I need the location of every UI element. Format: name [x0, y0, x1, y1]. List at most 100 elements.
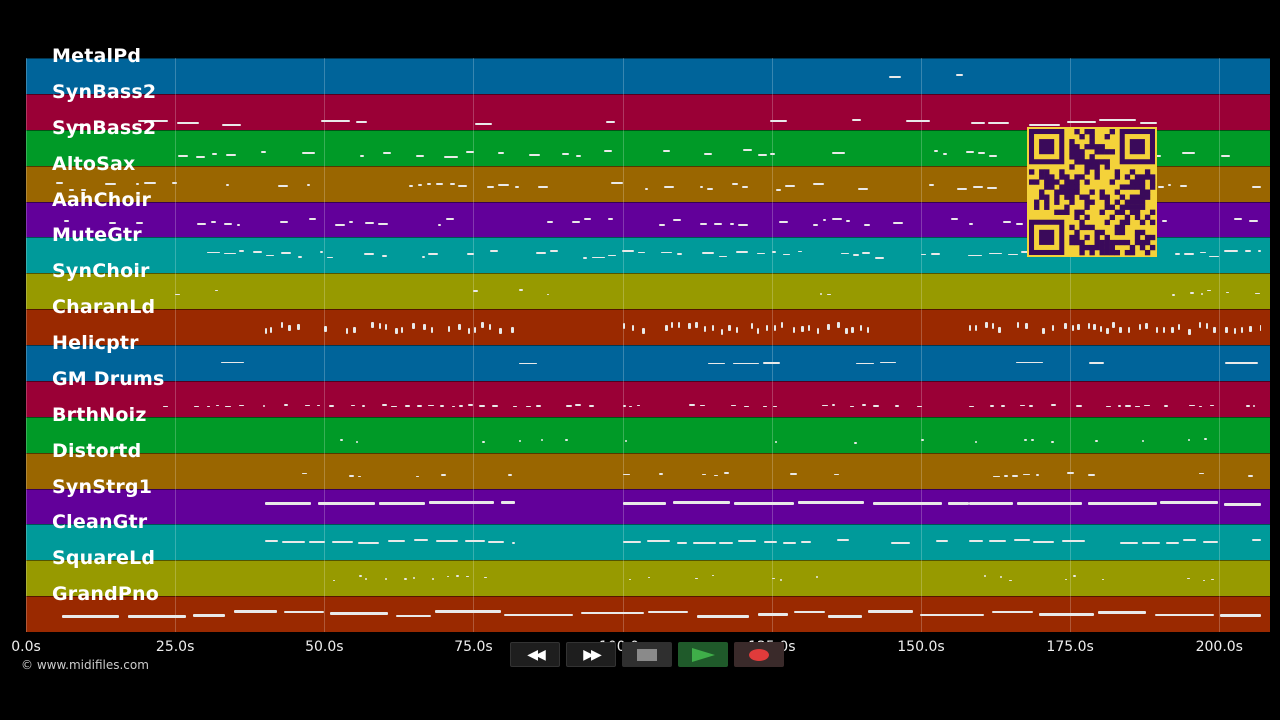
note: [644, 187, 649, 190]
note: [1004, 475, 1008, 477]
note: [239, 404, 245, 407]
grid-line: [473, 58, 475, 632]
note: [921, 438, 924, 441]
note: [355, 121, 367, 124]
note: [1253, 405, 1256, 407]
note: [378, 222, 389, 225]
note: [1164, 405, 1169, 407]
note: [1119, 326, 1123, 333]
note: [916, 405, 922, 408]
note: [971, 122, 985, 125]
note: [831, 404, 836, 406]
note: [758, 153, 767, 156]
note: [985, 321, 989, 328]
note: [1234, 218, 1242, 221]
note: [224, 223, 232, 226]
note: [1019, 404, 1026, 407]
note: [361, 405, 365, 407]
note: [859, 325, 862, 332]
note: [535, 252, 547, 254]
note: [382, 152, 391, 155]
note: [302, 151, 315, 154]
note: [1093, 323, 1097, 330]
note: [1188, 328, 1191, 335]
note: [450, 182, 455, 185]
note: [430, 326, 434, 333]
note: [956, 74, 963, 77]
note: [319, 251, 324, 253]
note: [930, 253, 940, 255]
note: [673, 219, 682, 222]
note: [1039, 613, 1094, 616]
note: [1099, 325, 1102, 332]
note: [1099, 119, 1136, 122]
note: [332, 541, 354, 544]
record-button[interactable]: [734, 642, 784, 667]
note: [700, 186, 704, 189]
track-label: Distortd: [52, 439, 142, 462]
note: [703, 152, 713, 155]
note: [822, 218, 827, 221]
note: [659, 473, 664, 475]
note: [968, 405, 974, 408]
note: [894, 405, 900, 407]
note: [458, 405, 464, 407]
note: [968, 539, 984, 542]
note: [74, 124, 89, 127]
qr-code: [1027, 127, 1157, 257]
note: [1042, 328, 1045, 335]
note: [1023, 473, 1030, 476]
track-label: CleanGtr: [52, 511, 148, 534]
note: [822, 404, 828, 407]
note: [537, 186, 549, 189]
note: [763, 540, 778, 543]
note: [986, 186, 998, 189]
note: [1199, 251, 1207, 254]
note: [704, 326, 707, 333]
note: [1188, 404, 1195, 407]
note: [499, 328, 502, 335]
note: [1071, 324, 1074, 331]
note: [741, 186, 749, 188]
note: [445, 217, 455, 220]
note: [711, 324, 715, 331]
stop-button[interactable]: [622, 642, 672, 667]
note: [351, 404, 355, 407]
note: [497, 183, 510, 186]
note: [529, 153, 541, 156]
note: [770, 119, 787, 122]
note: [1207, 289, 1211, 292]
note: [733, 362, 759, 365]
time-tick-label: 0.0s: [11, 639, 41, 655]
rewind-button[interactable]: ◀◀: [510, 642, 560, 667]
note: [500, 501, 516, 505]
note: [444, 156, 458, 159]
note: [582, 257, 587, 259]
note: [607, 217, 613, 220]
track-label: MetalPd: [52, 45, 142, 67]
note: [1221, 155, 1230, 158]
note: [1198, 405, 1202, 408]
note: [933, 150, 938, 153]
note: [784, 184, 796, 187]
note: [324, 325, 327, 332]
note: [547, 220, 553, 223]
note: [872, 405, 879, 407]
note: [1163, 326, 1166, 333]
note: [1119, 542, 1138, 545]
note: [699, 223, 708, 226]
note: [55, 182, 63, 185]
note: [854, 441, 857, 444]
note: [426, 182, 432, 185]
note: [1139, 122, 1158, 125]
note: [435, 182, 444, 185]
note: [262, 405, 265, 407]
fast-forward-button[interactable]: ▶▶: [566, 642, 616, 667]
note: [308, 541, 326, 544]
note: [891, 541, 910, 544]
play-button[interactable]: [678, 642, 728, 667]
note: [432, 578, 435, 580]
note: [670, 321, 674, 328]
note: [992, 475, 1001, 478]
note: [782, 541, 797, 544]
